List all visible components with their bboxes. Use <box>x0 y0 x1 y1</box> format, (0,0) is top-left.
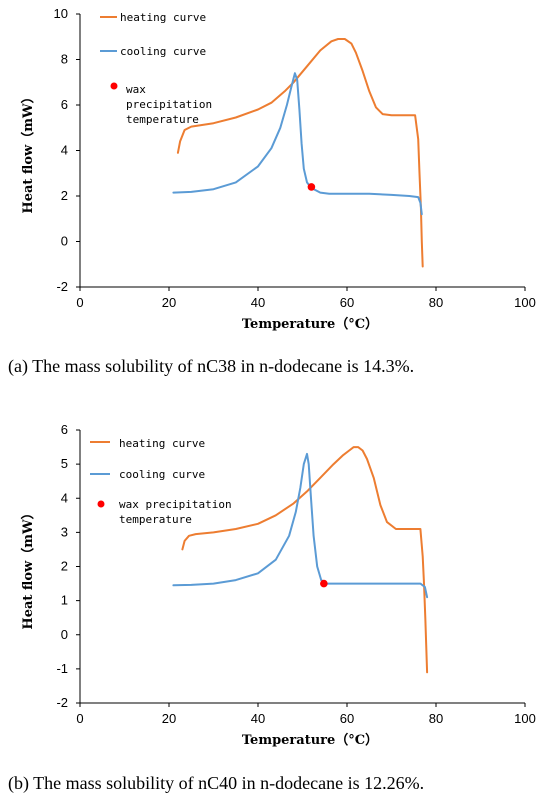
chart-a-xtick-label: 80 <box>429 295 443 310</box>
legend-b-wax-marker <box>97 500 105 508</box>
chart-a-ticks-x: 0 20 40 60 80 100 <box>76 287 536 310</box>
chart-a-ytick-label: 10 <box>54 6 68 21</box>
chart-b-ticks-y: -2 -1 0 1 2 3 4 5 6 <box>56 422 80 710</box>
caption-a: (a) The mass solubility of nC38 in n-dod… <box>8 356 414 377</box>
legend-b-heating-label: heating curve <box>119 437 205 450</box>
chart-b-ytick-label: 3 <box>61 524 68 539</box>
chart-b-xtick-label: 40 <box>251 711 265 726</box>
chart-a-x-title: Temperature（°C） <box>242 316 378 332</box>
legend-heating-label: heating curve <box>120 11 206 24</box>
chart-b-wax-point <box>320 579 328 588</box>
chart-b-y-title: Heat flow（mW） <box>20 506 36 629</box>
legend-b-cooling-label: cooling curve <box>119 468 205 481</box>
chart-a-xtick-label: 20 <box>162 295 176 310</box>
chart-a-series-heating-line <box>176 38 424 268</box>
chart-b-ticks-x: 0 20 40 60 80 100 <box>76 703 536 726</box>
chart-b-ytick-label: -1 <box>56 661 68 676</box>
chart-b-ytick-label: 5 <box>61 456 68 471</box>
chart-b-xtick-label: 100 <box>514 711 536 726</box>
chart-b-series <box>172 446 429 674</box>
chart-b-ytick-label: 1 <box>61 593 68 608</box>
chart-b-xtick-label: 20 <box>162 711 176 726</box>
chart-b-series-heating-line <box>181 446 429 674</box>
chart-b-ytick-label: -2 <box>56 695 68 710</box>
chart-a-ytick-label: -2 <box>56 279 68 294</box>
legend-b-wax-label-2: temperature <box>119 513 192 526</box>
chart-a-ytick-label: 2 <box>61 188 68 203</box>
chart-b-ytick-label: 4 <box>61 490 68 505</box>
chart-b-ytick-label: 2 <box>61 559 68 574</box>
caption-a-text: The mass solubility of nC38 in n-dodecan… <box>27 356 415 376</box>
chart-a-series <box>172 38 424 268</box>
chart-a: 0 20 40 60 80 100 -2 0 2 4 6 8 10 heating curve coo… <box>20 6 536 332</box>
legend-b-wax-label-1: wax precipitation <box>119 498 232 511</box>
chart-a-xtick-label: 60 <box>340 295 354 310</box>
caption-b-label: (b) <box>8 773 29 793</box>
chart-a-ytick-label: 6 <box>61 97 68 112</box>
chart-b: 0 20 40 60 80 100 -2 -1 0 1 2 3 4 5 6 heating curve c… <box>20 422 536 748</box>
chart-b-xtick-label: 0 <box>76 711 83 726</box>
chart-b-legend: heating curve cooling curve wax precipit… <box>90 437 232 526</box>
legend-cooling-label: cooling curve <box>120 45 206 58</box>
chart-a-xtick-label: 0 <box>76 295 83 310</box>
chart-a-legend: heating curve cooling curve wax precipit… <box>100 11 212 126</box>
caption-b: (b) The mass solubility of nC40 in n-dod… <box>8 773 424 794</box>
chart-a-wax-point <box>307 183 316 191</box>
legend-wax-label-3: temperature <box>126 113 199 126</box>
chart-b-series-cooling-line <box>172 452 429 599</box>
chart-b-ytick-label: 0 <box>61 627 68 642</box>
chart-a-y-title: Heat flow（mW） <box>20 90 36 213</box>
legend-wax-marker <box>110 82 118 90</box>
caption-a-label: (a) <box>8 356 28 376</box>
chart-a-ytick-label: 0 <box>61 234 68 249</box>
chart-a-series-cooling-line <box>172 72 423 216</box>
legend-wax-label-2: precipitation <box>126 98 212 111</box>
chart-a-ytick-label: 8 <box>61 52 68 67</box>
chart-b-xtick-label: 80 <box>429 711 443 726</box>
chart-a-ticks-y: -2 0 2 4 6 8 10 <box>54 6 80 294</box>
chart-b-xtick-label: 60 <box>340 711 354 726</box>
chart-a-xtick-label: 100 <box>514 295 536 310</box>
legend-wax-label-1: wax <box>126 83 146 96</box>
chart-a-xtick-label: 40 <box>251 295 265 310</box>
caption-b-text: The mass solubility of nC40 in n-dodecan… <box>29 773 425 793</box>
chart-a-ytick-label: 4 <box>61 143 68 158</box>
chart-b-x-title: Temperature（°C） <box>242 732 378 748</box>
chart-b-ytick-label: 6 <box>61 422 68 437</box>
